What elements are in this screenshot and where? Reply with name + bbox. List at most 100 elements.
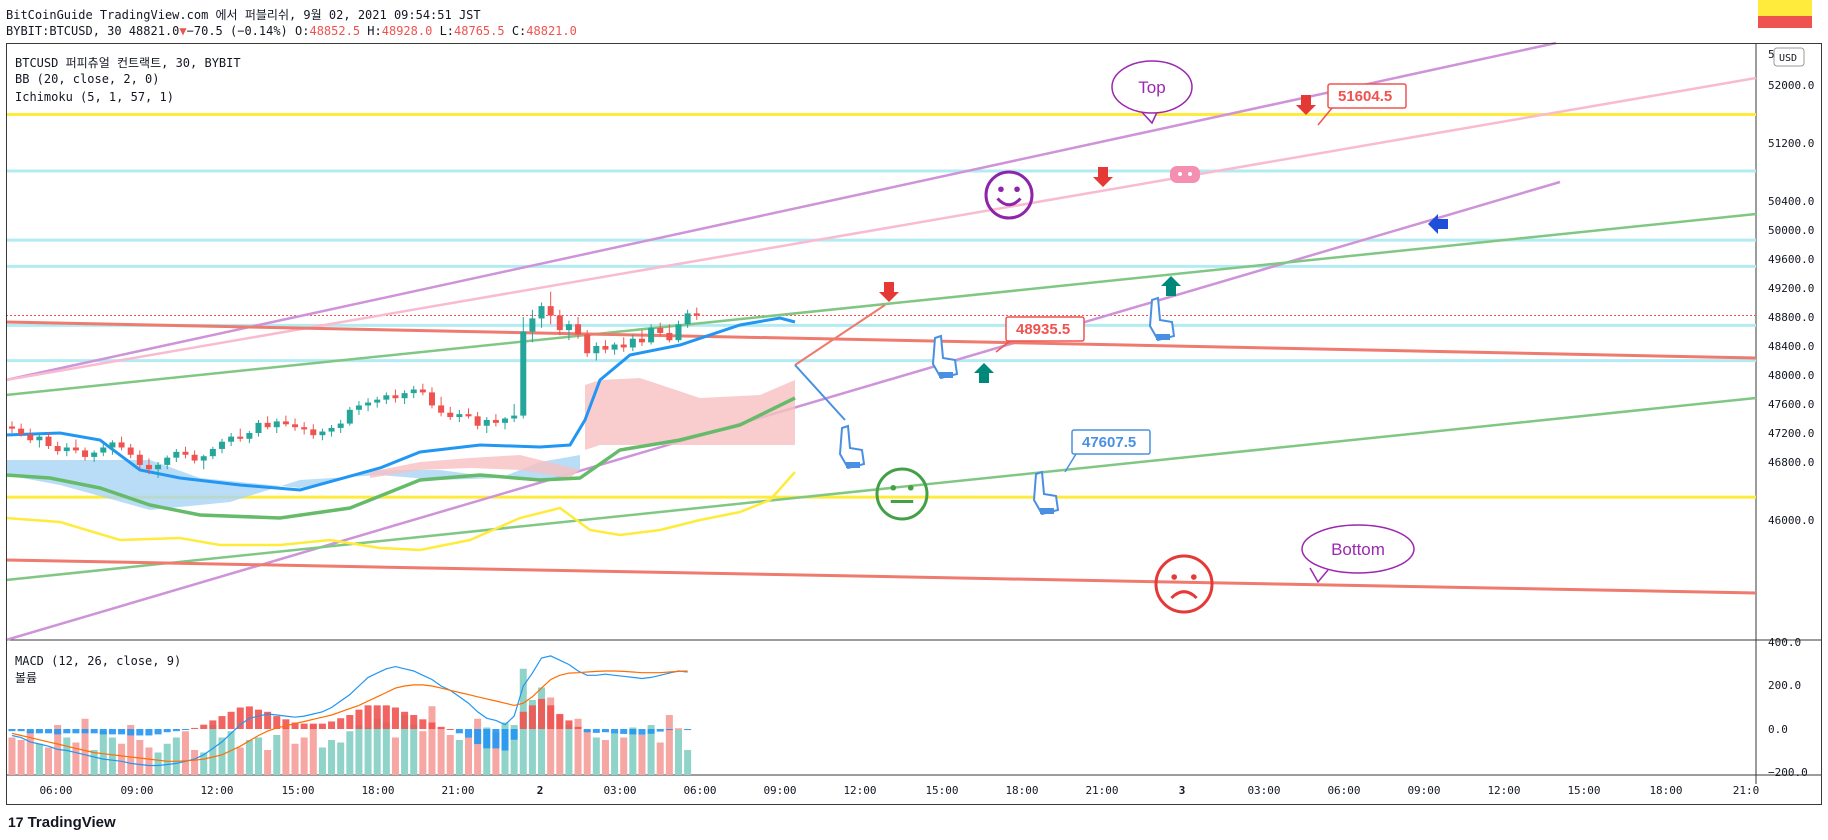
volume-bar	[638, 735, 646, 775]
x-tick-label: 18:00	[1005, 784, 1038, 797]
hand-pointer-icon	[931, 334, 959, 380]
hand-pointer-icon	[1032, 470, 1060, 516]
macd-histogram-bar	[145, 729, 153, 736]
candle-body	[456, 414, 463, 418]
candle-body	[237, 436, 244, 439]
macd-histogram-bar	[428, 722, 436, 729]
macd-histogram-bar	[172, 729, 180, 732]
high-value: 48928.0	[381, 24, 433, 38]
trend-line	[5, 396, 1757, 582]
candle-body	[520, 331, 527, 416]
projection-line-up	[794, 304, 886, 366]
candle-body	[392, 395, 399, 399]
publish-line: BitCoinGuide TradingView.com 에서 퍼블리쉬, 9월…	[6, 8, 481, 22]
volume-bar	[528, 700, 536, 775]
volume-bar	[583, 730, 591, 775]
volume-bar	[255, 737, 263, 775]
legend-macd[interactable]: MACD (12, 26, close, 9)	[15, 654, 182, 668]
macd-histogram-bar	[26, 729, 34, 734]
x-tick-label: 18:00	[1649, 784, 1682, 797]
candle-body	[638, 338, 645, 343]
macd-histogram-bar	[419, 719, 427, 729]
legend-bb[interactable]: BB (20, close, 2, 0)	[15, 72, 160, 86]
x-tick-label: 21:00	[441, 784, 474, 797]
macd-histogram-bar	[364, 705, 372, 729]
macd-histogram-bar	[455, 729, 463, 734]
face-eye	[998, 186, 1004, 193]
candle-body	[118, 442, 125, 448]
candle-body	[575, 324, 582, 335]
candle-body	[374, 399, 381, 403]
candle-body	[483, 419, 490, 426]
macd-histogram-bar	[35, 729, 43, 734]
candle-body	[173, 451, 180, 458]
macd-histogram-bar	[54, 729, 62, 735]
volume-bar	[355, 725, 363, 775]
speech-bubble-tail	[1309, 567, 1329, 584]
macd-tick-label: 0.0	[1768, 723, 1788, 736]
macd-histogram-bar	[209, 720, 217, 729]
macd-histogram-bar	[382, 705, 390, 729]
tradingview-logo[interactable]: 17 TradingView	[8, 814, 116, 831]
macd-histogram-bar	[309, 723, 317, 729]
x-tick-label: 06:00	[39, 784, 72, 797]
currency-box	[1773, 47, 1805, 67]
macd-histogram-bar	[528, 705, 536, 729]
legend-symbol[interactable]: BTCUSD 퍼피츄얼 컨트랙트, 30, BYBIT	[15, 56, 241, 70]
macd-histogram-bar	[191, 727, 199, 729]
volume-bar	[218, 737, 226, 775]
macd-histogram-bar	[291, 722, 299, 729]
volume-bar	[346, 731, 354, 775]
candle-body	[100, 447, 107, 453]
currency-label: USD	[1779, 53, 1797, 64]
low-label: L:	[439, 24, 455, 38]
open-value: 48852.5	[309, 24, 361, 38]
hand-cuff	[1040, 508, 1054, 514]
macd-histogram-bar	[90, 729, 98, 734]
volume-bar	[382, 722, 390, 775]
candle-body	[191, 454, 198, 461]
macd-histogram-bar	[373, 705, 381, 729]
volume-bar	[592, 737, 600, 775]
trend-line	[5, 558, 1757, 595]
volume-bar	[209, 725, 217, 775]
macd-histogram-bar	[81, 729, 89, 734]
face-mouth	[1170, 590, 1198, 600]
candle-body	[63, 447, 70, 452]
volume-bar	[684, 750, 692, 775]
macd-histogram-bar	[565, 720, 573, 729]
volume-bar	[72, 742, 80, 775]
volume-bar	[328, 740, 336, 775]
trend-line	[5, 76, 1757, 382]
x-tick-label: 2	[537, 784, 544, 797]
macd-histogram-bar	[118, 729, 126, 735]
macd-histogram-bar	[346, 715, 354, 729]
candle-body	[556, 315, 563, 331]
ichimoku-lagging-line	[5, 471, 796, 552]
volume-bar	[200, 752, 208, 775]
macd-histogram-bar	[556, 713, 564, 729]
macd-histogram-bar	[446, 729, 454, 730]
gamepad-icon	[1170, 166, 1200, 183]
candle-body	[145, 464, 152, 470]
macd-tick-label: 400.0	[1768, 636, 1801, 649]
volume-bar	[419, 731, 427, 775]
volume-bar	[547, 697, 555, 775]
y-tick-label: 48400.0	[1768, 340, 1814, 353]
legend-volume[interactable]: 볼륨	[15, 671, 38, 685]
macd-histogram-bar	[318, 723, 326, 729]
callout-label: 48935.5	[1016, 321, 1070, 338]
face-eye	[890, 484, 897, 491]
close-value: 48821.0	[526, 24, 577, 38]
candle-body	[36, 436, 43, 441]
macd-histogram-bar	[684, 729, 692, 731]
candle-body	[602, 346, 609, 350]
macd-histogram-bar	[72, 729, 80, 734]
hand-cuff	[1156, 334, 1170, 340]
down-arrow-icon: ▼	[179, 24, 187, 38]
macd-histogram-bar	[99, 729, 107, 735]
x-tick-label: 09:00	[1407, 784, 1440, 797]
legend-ichimoku[interactable]: Ichimoku (5, 1, 57, 1)	[15, 90, 174, 104]
candle-body	[629, 338, 636, 348]
